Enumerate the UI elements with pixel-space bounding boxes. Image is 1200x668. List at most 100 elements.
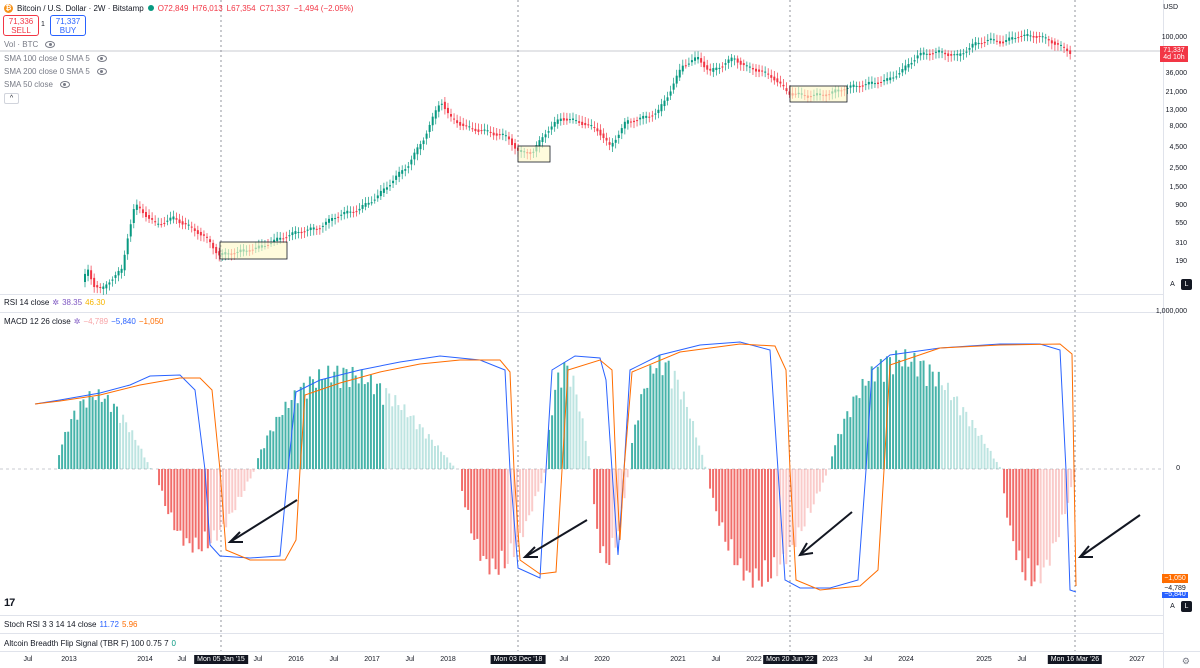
candle-body xyxy=(892,77,895,79)
macd-histogram-bar xyxy=(100,401,103,469)
candle-body xyxy=(721,66,724,68)
sell-button[interactable]: 71,336 SELL xyxy=(3,15,39,36)
eye-icon[interactable] xyxy=(59,81,70,88)
candle-body xyxy=(352,211,355,213)
candle-body xyxy=(87,269,90,276)
legend-sma100[interactable]: SMA 100 close 0 SMA 5 xyxy=(4,54,107,63)
legend-macd[interactable]: MACD 12 26 close ✲ −4,789 −5,840 −1,050 xyxy=(4,317,164,326)
buy-button[interactable]: 71,337 BUY xyxy=(50,15,86,36)
tradingview-logo[interactable]: 17 xyxy=(4,597,15,609)
candle-body xyxy=(553,121,556,127)
candle-body xyxy=(276,237,279,241)
gear-icon[interactable]: ⚙ xyxy=(1181,656,1190,666)
macd-histogram-bar xyxy=(806,469,809,509)
symbol-title[interactable]: Bitcoin / U.S. Dollar · 2W · Bitstamp xyxy=(17,3,144,13)
candle-body xyxy=(980,43,983,45)
eye-icon[interactable] xyxy=(96,55,107,62)
eye-icon[interactable] xyxy=(45,41,56,48)
current-price-tag: 71,337 4d 10h xyxy=(1160,46,1188,62)
macd-histogram-bar xyxy=(164,469,167,507)
stoch-d-value: 5.96 xyxy=(121,620,138,629)
candle-body xyxy=(1063,46,1066,48)
candle-body xyxy=(401,170,404,174)
candle-body xyxy=(190,226,193,228)
currency-label[interactable]: USD xyxy=(1163,4,1178,11)
legend-sma200[interactable]: SMA 200 close 0 SMA 5 xyxy=(4,67,107,76)
macd-histogram-bar xyxy=(82,399,85,469)
macd-histogram-bar xyxy=(1024,469,1027,581)
eye-icon[interactable] xyxy=(96,68,107,75)
macd-histogram-bar xyxy=(773,469,776,558)
indicator-settings-icon[interactable]: ✲ xyxy=(73,317,81,326)
macd-histogram-bar xyxy=(296,403,299,469)
macd-histogram-bar xyxy=(637,420,640,469)
auto-scale-button[interactable]: A xyxy=(1170,281,1175,288)
candle-body xyxy=(895,76,898,78)
macd-histogram-bar xyxy=(1045,469,1048,560)
macd-histogram-bar xyxy=(284,401,287,469)
macd-histogram-bar xyxy=(266,435,269,469)
macd-histogram-bar xyxy=(225,469,228,528)
arrow-2018 xyxy=(522,519,588,558)
collapse-legend-button[interactable]: ^ xyxy=(4,93,19,104)
macd-histogram-bar xyxy=(237,469,240,497)
macd-histogram-bar xyxy=(167,469,170,515)
macd-histogram-bar xyxy=(779,469,782,565)
macd-histogram-bar xyxy=(560,387,563,469)
candle-body xyxy=(1011,37,1014,40)
candle-body xyxy=(504,135,507,137)
candle-body xyxy=(596,128,599,132)
ohlc-low: L67,354 xyxy=(226,3,256,13)
candle-body xyxy=(633,120,635,123)
macd-histogram-bar xyxy=(736,469,739,566)
macd-histogram-bar xyxy=(143,457,146,469)
candle-body xyxy=(623,121,626,129)
legend-volume[interactable]: Vol · BTC xyxy=(4,40,56,49)
macd-label: MACD 12 26 close xyxy=(4,317,71,326)
candle-body xyxy=(367,202,370,205)
price-axis-label: 1,500 xyxy=(1169,184,1187,191)
macd-log-scale-button[interactable]: L xyxy=(1181,601,1192,612)
legend-altcoin-breadth[interactable]: Altcoin Breadth Flip Signal (TBR F) 100 … xyxy=(4,639,176,648)
macd-histogram-bar xyxy=(170,469,173,513)
candle-body xyxy=(370,202,373,204)
macd-histogram-bar xyxy=(940,385,943,469)
candle-body xyxy=(321,225,324,227)
candle-body xyxy=(559,118,562,121)
macd-histogram-bar xyxy=(1064,469,1067,515)
macd-histogram-bar xyxy=(895,350,898,469)
indicator-settings-icon[interactable]: ✲ xyxy=(52,298,60,307)
macd-histogram-bar xyxy=(400,410,403,469)
macd-histogram-bar xyxy=(631,442,634,469)
log-scale-button[interactable]: L xyxy=(1181,279,1192,290)
macd-histogram-bar xyxy=(873,381,876,469)
legend-rsi[interactable]: RSI 14 close ✲ 38.35 46.30 xyxy=(4,298,105,307)
candle-body xyxy=(599,129,602,136)
macd-histogram-bar xyxy=(563,362,566,469)
candle-body xyxy=(931,53,934,55)
macd-histogram-bar xyxy=(427,434,430,469)
legend-stoch-rsi[interactable]: Stoch RSI 3 3 14 14 close 11.72 5.96 xyxy=(4,620,138,629)
macd-histogram-bar xyxy=(754,469,757,569)
candle-body xyxy=(410,159,413,165)
macd-histogram-bar xyxy=(578,411,581,469)
macd-auto-scale-button[interactable]: A xyxy=(1170,603,1175,610)
macd-histogram-bar xyxy=(950,400,952,469)
macd-histogram-bar xyxy=(473,469,476,540)
candle-body xyxy=(751,67,754,70)
macd-histogram-bar xyxy=(849,417,852,469)
ohlc-high: H76,013 xyxy=(192,3,223,13)
candle-body xyxy=(941,51,944,53)
macd-histogram-bar xyxy=(1003,469,1006,494)
macd-histogram-bar xyxy=(1036,469,1039,566)
candle-body xyxy=(114,275,117,278)
candle-body xyxy=(218,251,221,256)
legend-sma50[interactable]: SMA 50 close xyxy=(4,80,70,89)
macd-histogram-bar xyxy=(433,445,436,469)
macd-histogram-bar xyxy=(385,388,388,469)
macd-histogram-bar xyxy=(324,378,327,469)
macd-histogram-bar xyxy=(342,367,345,469)
macd-histogram-bar xyxy=(252,469,255,472)
candle-body xyxy=(373,199,376,201)
